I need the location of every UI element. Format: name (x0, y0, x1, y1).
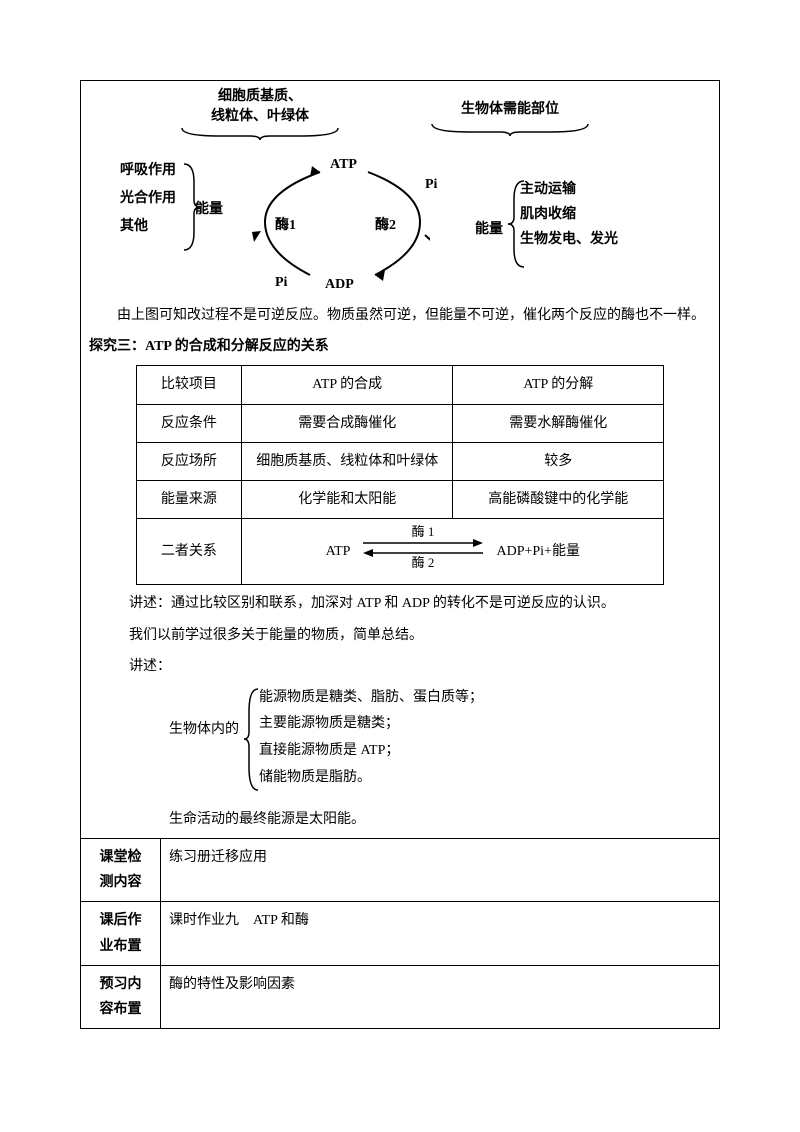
main-content-cell: 细胞质基质、 线粒体、叶绿体 生物体需能部位 呼吸作用 (81, 81, 720, 839)
narration-3-prefix: 讲述： (129, 654, 711, 679)
relation-content: ATP 酶 1 酶 2 (246, 525, 659, 578)
summary-block: 生物体内的 能源物质是糖类、脂肪、蛋白质等； 主要能源物质是糖类； 直接能源物质… (129, 685, 711, 805)
table-row: 反应条件 需要合成酶催化 需要水解酶催化 (136, 404, 664, 442)
enzyme1-label: 酶1 (275, 213, 296, 238)
enzyme-2-text: 酶 2 (412, 555, 435, 569)
bio-list: 能源物质是糖类、脂肪、蛋白质等； 主要能源物质是糖类； 直接能源物质是 ATP；… (259, 685, 483, 791)
brace-icon (430, 122, 590, 136)
atp-cycle-diagram: 细胞质基质、 线粒体、叶绿体 生物体需能部位 呼吸作用 (120, 87, 680, 297)
diagram-caption: 由上图可知改过程不是可逆反应。物质虽然可逆，但能量不可逆，催化两个反应的酶也不一… (89, 303, 711, 328)
brace-icon (180, 126, 340, 140)
final-energy-line: 生命活动的最终能源是太阳能。 (169, 807, 711, 832)
document-table: 细胞质基质、 线粒体、叶绿体 生物体需能部位 呼吸作用 (80, 80, 720, 1029)
left-source-list: 呼吸作用 光合作用 其他 (120, 157, 176, 241)
right-use-list: 主动运输 肌肉收缩 生物发电、发光 (520, 177, 618, 253)
table-row: 能量来源 化学能和太阳能 高能磷酸键中的化学能 (136, 480, 664, 518)
pi-label-1: Pi (275, 270, 287, 295)
table-relation-row: 二者关系 ATP 酶 1 (136, 519, 664, 585)
narration-1: 讲述：通过比较区别和联系，加深对 ATP 和 ADP 的转化不是可逆反应的认识。 (129, 591, 711, 616)
bottom-row-2: 课后作 业布置 课时作业九 ATP 和酶 (81, 902, 720, 965)
energy-label-1: 能量 (195, 197, 223, 222)
section-title: 探究三：ATP 的合成和分解反应的关系 (89, 334, 711, 359)
table-header-row: 比较项目 ATP 的合成 ATP 的分解 (136, 366, 664, 404)
cycle-circle: ATP ADP 酶1 酶2 Pi Pi (250, 147, 430, 287)
enzyme2-label: 酶2 (375, 213, 396, 238)
table-row: 反应场所 细胞质基质、线粒体和叶绿体 较多 (136, 442, 664, 480)
bottom-row-3: 预习内 容布置 酶的特性及影响因素 (81, 965, 720, 1028)
narration-2: 我们以前学过很多关于能量的物质，简单总结。 (129, 623, 711, 648)
double-arrow: 酶 1 酶 2 (358, 525, 488, 578)
top-left-line1: 细胞质基质、 (180, 87, 340, 107)
atp-label: ATP (330, 152, 357, 177)
bio-prefix: 生物体内的 (169, 717, 239, 742)
pi-label-2: Pi (425, 172, 437, 197)
top-right-label: 生物体需能部位 (430, 97, 590, 136)
adp-label: ADP (325, 272, 354, 297)
energy-label-2: 能量 (475, 217, 503, 242)
bottom-row-1: 课堂检 测内容 练习册迁移应用 (81, 839, 720, 902)
top-left-line2: 线粒体、叶绿体 (180, 107, 340, 127)
top-left-label: 细胞质基质、 线粒体、叶绿体 (180, 87, 340, 140)
comparison-table: 比较项目 ATP 的合成 ATP 的分解 反应条件 需要合成酶催化 需要水解酶催… (136, 365, 665, 585)
enzyme-1-text: 酶 1 (412, 525, 435, 539)
summary-brace-icon (244, 687, 260, 792)
